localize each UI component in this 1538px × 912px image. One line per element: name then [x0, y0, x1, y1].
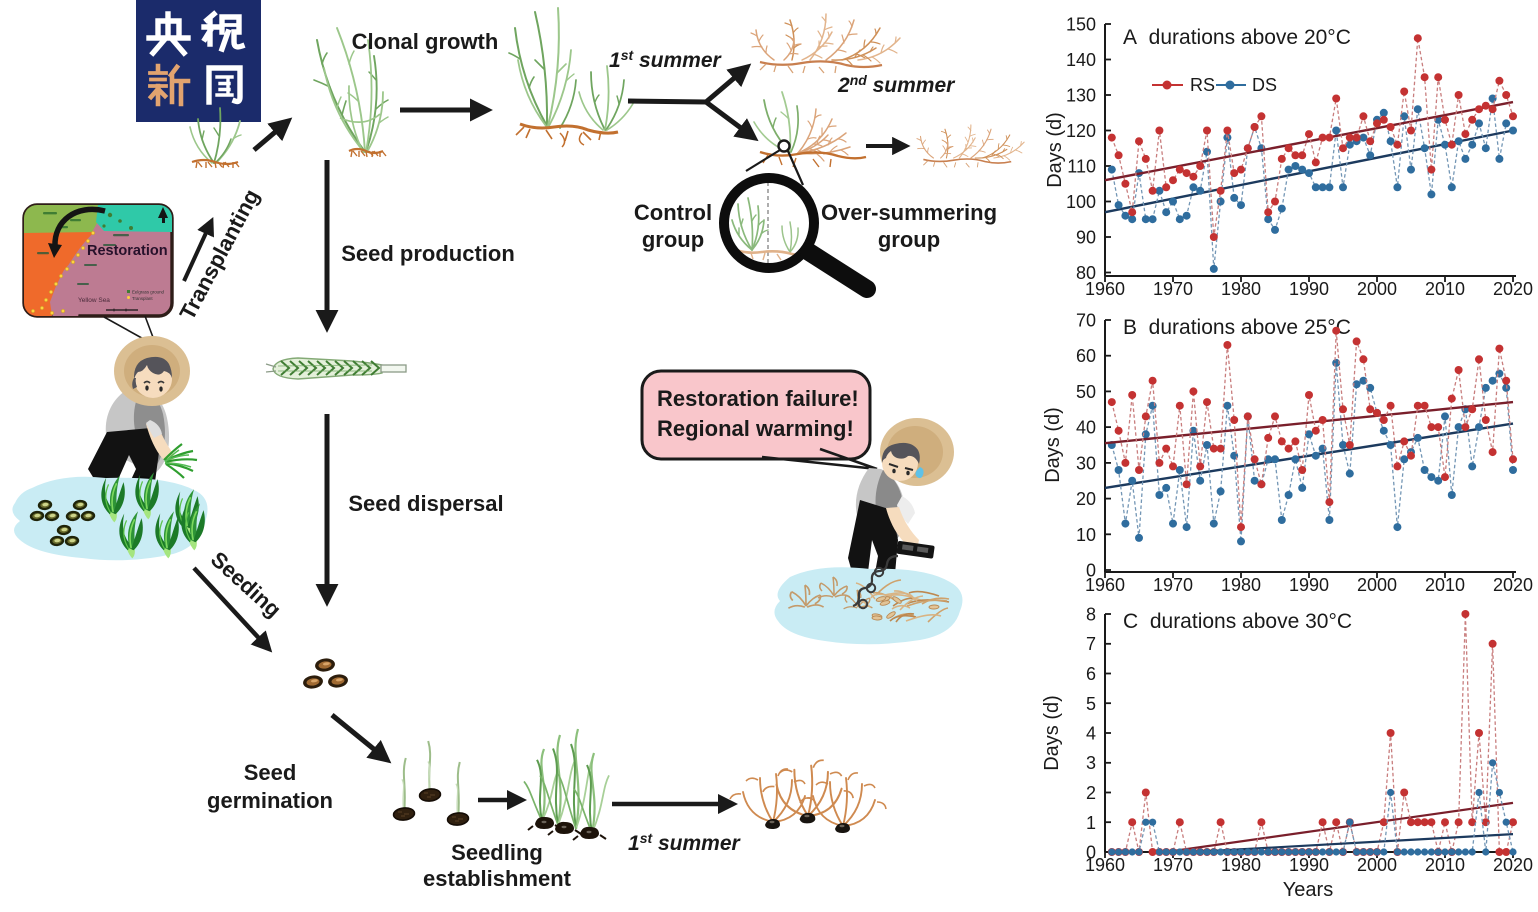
svg-text:Days (d): Days (d)	[1044, 112, 1066, 188]
svg-text:Years: Years	[1283, 879, 1333, 901]
svg-text:60: 60	[1076, 346, 1096, 366]
svg-text:DS: DS	[1252, 75, 1277, 95]
svg-text:1970: 1970	[1153, 855, 1193, 875]
svg-text:establishment: establishment	[423, 866, 572, 891]
svg-text:Days (d): Days (d)	[1042, 407, 1064, 483]
svg-text:2000: 2000	[1357, 575, 1397, 595]
svg-text:1980: 1980	[1221, 575, 1261, 595]
svg-text:2000: 2000	[1357, 279, 1397, 299]
svg-text:Days (d): Days (d)	[1041, 695, 1063, 771]
svg-text:1990: 1990	[1289, 279, 1329, 299]
svg-text:4: 4	[1086, 724, 1096, 744]
svg-text:1990: 1990	[1289, 575, 1329, 595]
svg-text:120: 120	[1066, 121, 1096, 141]
svg-text:1st summer: 1st summer	[628, 830, 742, 855]
svg-text:2: 2	[1086, 783, 1096, 803]
svg-text:Eelgrass ground: Eelgrass ground	[132, 290, 165, 295]
svg-text:6: 6	[1086, 664, 1096, 684]
svg-text:Seed production: Seed production	[341, 241, 515, 266]
svg-text:B durations above 25°C: B durations above 25°C	[1123, 316, 1351, 339]
svg-text:2nd summer: 2nd summer	[837, 72, 956, 97]
svg-text:Clonal growth: Clonal growth	[352, 29, 499, 54]
svg-text:Restoration failure!: Restoration failure!	[657, 386, 859, 411]
svg-text:30: 30	[1076, 453, 1096, 473]
svg-text:Seedling: Seedling	[451, 840, 543, 865]
svg-text:2000: 2000	[1357, 855, 1397, 875]
svg-text:Transplant: Transplant	[132, 296, 153, 301]
svg-text:1: 1	[1086, 813, 1096, 833]
svg-text:1990: 1990	[1289, 855, 1329, 875]
svg-text:50: 50	[1076, 382, 1096, 402]
svg-text:3: 3	[1086, 753, 1096, 773]
svg-text:1960: 1960	[1085, 279, 1125, 299]
svg-text:Seed: Seed	[244, 760, 297, 785]
svg-text:group: group	[642, 227, 704, 252]
svg-text:20: 20	[1076, 489, 1096, 509]
svg-text:Transplanting: Transplanting	[174, 185, 264, 324]
svg-text:70: 70	[1076, 311, 1096, 331]
svg-text:Yellow Sea: Yellow Sea	[78, 297, 110, 304]
svg-text:Seeding: Seeding	[206, 547, 286, 623]
svg-text:110: 110	[1067, 157, 1096, 177]
svg-text:100: 100	[1066, 192, 1096, 212]
svg-text:80: 80	[1076, 263, 1096, 283]
svg-text:130: 130	[1066, 86, 1096, 106]
svg-text:Control: Control	[634, 200, 712, 225]
svg-text:Regional warming!: Regional warming!	[657, 416, 854, 441]
svg-text:140: 140	[1066, 50, 1096, 70]
svg-text:Over-summering: Over-summering	[821, 200, 997, 225]
svg-text:1970: 1970	[1153, 279, 1193, 299]
svg-text:150: 150	[1066, 15, 1096, 35]
svg-text:Restoration: Restoration	[87, 243, 168, 259]
svg-text:1980: 1980	[1221, 855, 1261, 875]
svg-text:RS: RS	[1190, 75, 1215, 95]
svg-text:7: 7	[1086, 634, 1096, 654]
svg-text:Seed dispersal: Seed dispersal	[348, 491, 503, 516]
svg-text:1st summer: 1st summer	[609, 47, 723, 72]
svg-text:2010: 2010	[1425, 575, 1465, 595]
svg-text:0: 0	[1086, 561, 1096, 581]
svg-text:2010: 2010	[1425, 855, 1465, 875]
svg-text:1970: 1970	[1153, 575, 1193, 595]
svg-text:C durations above 30°C: C durations above 30°C	[1123, 610, 1352, 633]
svg-text:10: 10	[1076, 525, 1096, 545]
svg-text:1980: 1980	[1221, 279, 1261, 299]
svg-text:90: 90	[1076, 228, 1096, 248]
svg-text:1960: 1960	[1085, 855, 1125, 875]
svg-text:2020: 2020	[1493, 575, 1533, 595]
svg-text:2020: 2020	[1493, 855, 1533, 875]
svg-text:2010: 2010	[1425, 279, 1465, 299]
svg-text:1960: 1960	[1085, 575, 1125, 595]
svg-text:2020: 2020	[1493, 279, 1533, 299]
svg-text:0: 0	[1086, 843, 1096, 863]
svg-text:germination: germination	[207, 788, 333, 813]
svg-text:8: 8	[1086, 605, 1096, 625]
svg-text:40: 40	[1076, 418, 1096, 438]
svg-text:A durations above 20°C: A durations above 20°C	[1123, 26, 1351, 49]
svg-text:group: group	[878, 227, 940, 252]
svg-text:5: 5	[1086, 694, 1096, 714]
